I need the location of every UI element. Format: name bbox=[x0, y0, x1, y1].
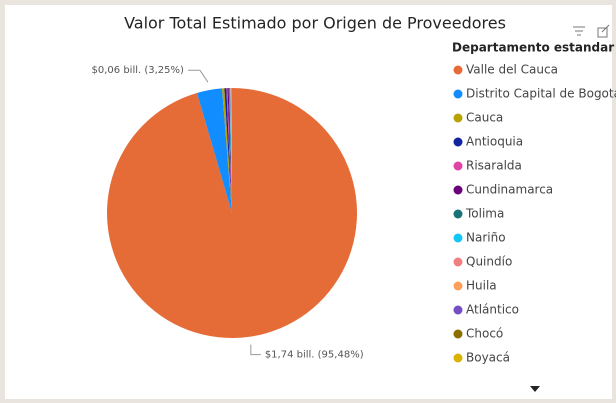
pie-slice bbox=[230, 88, 232, 213]
legend-marker bbox=[453, 281, 463, 291]
legend-label: Boyacá bbox=[466, 351, 510, 365]
leader-line bbox=[187, 69, 209, 83]
legend-marker bbox=[453, 185, 463, 195]
legend-label: Antioquia bbox=[466, 135, 523, 149]
pie-slice bbox=[230, 88, 232, 213]
pie-slice bbox=[224, 88, 232, 213]
pie-slice bbox=[226, 88, 232, 213]
legend-label: Atlántico bbox=[466, 303, 519, 317]
legend-label: Cundinamarca bbox=[466, 183, 553, 197]
pie-slice bbox=[228, 88, 232, 213]
pie-slice bbox=[231, 88, 232, 213]
data-label: $0,06 bill. (3,25%) bbox=[92, 65, 185, 76]
focus-icon[interactable] bbox=[597, 24, 610, 38]
chart-title: Valor Total Estimado por Origen de Prove… bbox=[124, 14, 506, 33]
legend-marker bbox=[453, 305, 463, 315]
legend-label: Cauca bbox=[466, 111, 503, 125]
legend-label: Huila bbox=[466, 279, 497, 293]
legend-marker bbox=[453, 257, 463, 267]
pie-slice bbox=[229, 88, 232, 213]
pie-slice bbox=[227, 88, 232, 213]
legend-marker bbox=[453, 209, 463, 219]
leader-line bbox=[250, 344, 261, 356]
legend-label: Tolima bbox=[465, 207, 504, 221]
pie-slice bbox=[106, 88, 358, 339]
legend-label: Distrito Capital de Bogotá bbox=[466, 87, 616, 101]
legend-marker bbox=[453, 137, 463, 147]
legend-label: Quindío bbox=[466, 255, 512, 269]
legend-marker bbox=[453, 329, 463, 339]
legend-label: Nariño bbox=[466, 231, 506, 245]
legend-label: Chocó bbox=[466, 327, 503, 341]
pie-slice bbox=[196, 88, 232, 213]
legend-title: Departamento estandar bbox=[452, 41, 614, 55]
pie-slice bbox=[222, 88, 232, 213]
legend-marker bbox=[453, 113, 463, 123]
filter-icon[interactable] bbox=[573, 26, 585, 36]
data-label: $1,74 bill. (95,48%) bbox=[265, 350, 364, 361]
legend-marker bbox=[453, 233, 463, 243]
legend-scroll[interactable] bbox=[530, 386, 540, 392]
legend-marker bbox=[453, 89, 463, 99]
legend-label: Valle del Cauca bbox=[466, 63, 558, 77]
legend-marker bbox=[453, 353, 463, 363]
legend-marker bbox=[453, 65, 463, 75]
legend-marker bbox=[453, 161, 463, 171]
legend-label: Risaralda bbox=[466, 159, 522, 173]
